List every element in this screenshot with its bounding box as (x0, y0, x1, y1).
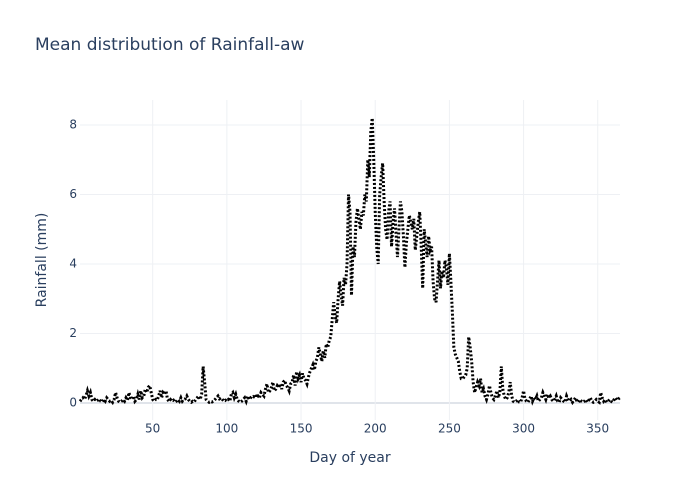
y-tick-label: 8 (69, 118, 77, 132)
chart-title: Mean distribution of Rainfall-aw (35, 35, 305, 55)
x-tick-label: 50 (145, 422, 160, 436)
x-tick-label: 250 (438, 422, 461, 436)
y-tick-label: 2 (69, 326, 77, 340)
x-axis-title: Day of year (309, 450, 391, 466)
x-tick-label: 100 (215, 422, 238, 436)
y-tick-label: 0 (69, 395, 77, 409)
y-axis-title: Rainfall (mm) (34, 213, 50, 308)
x-tick-label: 350 (586, 422, 609, 436)
x-tick-label: 150 (290, 422, 313, 436)
x-tick-label: 300 (512, 422, 535, 436)
data-line (78, 117, 621, 406)
y-tick-label: 6 (69, 187, 77, 201)
x-tick-label: 200 (364, 422, 387, 436)
y-tick-label: 4 (69, 256, 77, 270)
